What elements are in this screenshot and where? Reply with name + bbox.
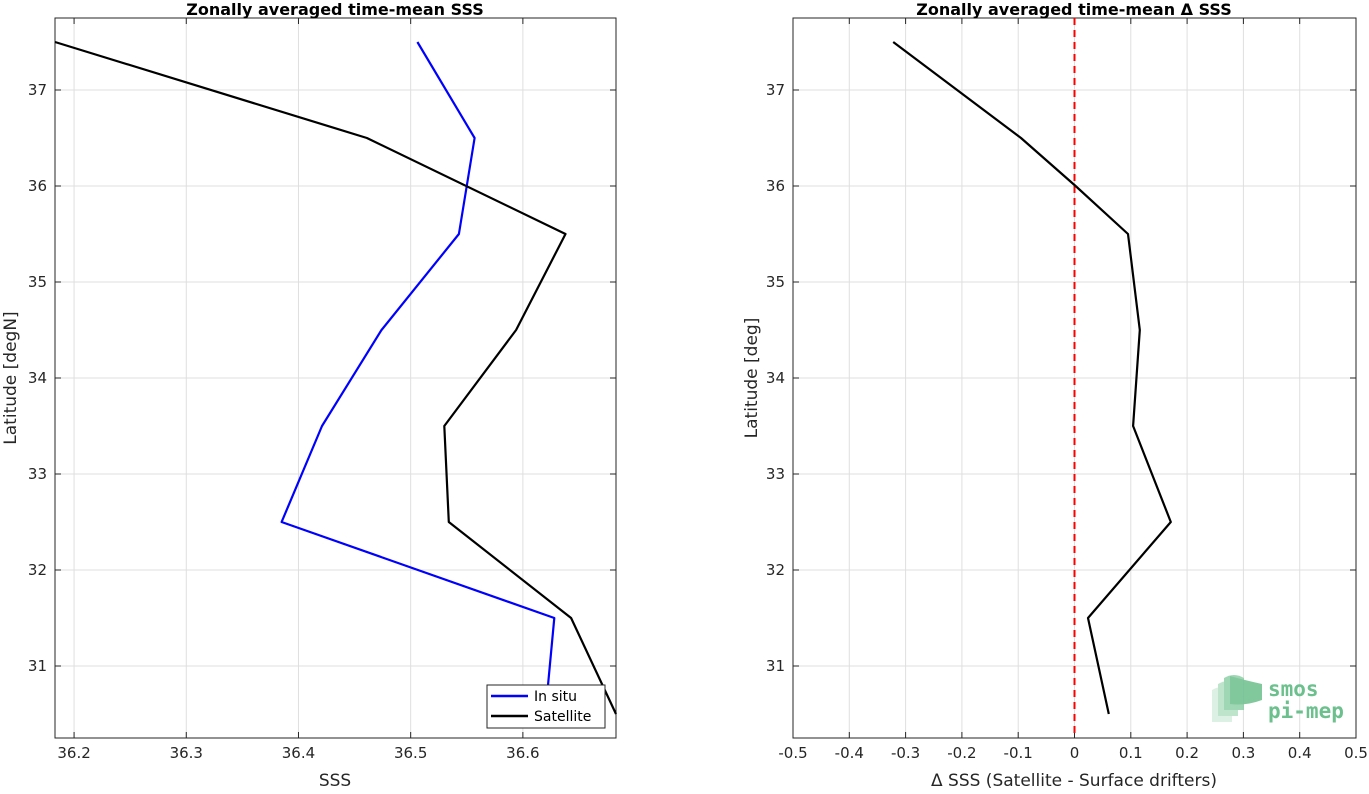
x-tick-label: 0.3 bbox=[1231, 744, 1255, 762]
x-tick-label: 36.4 bbox=[282, 744, 315, 762]
ticks-layer: -0.5 -0.4 -0.3 -0.2 -0.1 0 0.1 0.2 0.3 0.4 0.5 31 32… bbox=[766, 18, 1368, 762]
x-tick-label: 0.1 bbox=[1119, 744, 1143, 762]
x-tick-label: 36.3 bbox=[170, 744, 203, 762]
x-tick-label: -0.4 bbox=[835, 744, 864, 762]
y-tick-label: 37 bbox=[28, 81, 47, 99]
x-axis-label: Δ SSS (Satellite - Surface drifters) bbox=[931, 771, 1217, 790]
legend-box bbox=[486, 684, 606, 729]
series-layer bbox=[54, 40, 617, 715]
sss-panel: 36.2 36.3 36.4 36.5 36.6 31 32 33 34 35 36 37 Zonal… bbox=[1, 0, 617, 791]
y-tick-label: 31 bbox=[28, 657, 47, 675]
y-tick-label: 35 bbox=[766, 273, 785, 291]
legend: In situ Satellite bbox=[486, 684, 606, 729]
y-tick-label: 36 bbox=[766, 177, 785, 195]
layered-waves-icon bbox=[1212, 675, 1262, 722]
y-tick-label: 34 bbox=[766, 369, 785, 387]
x-axis-label: SSS bbox=[319, 771, 351, 790]
x-tick-label: 0.2 bbox=[1175, 744, 1199, 762]
y-tick-label: 36 bbox=[28, 177, 47, 195]
series-line-satellite bbox=[54, 40, 617, 715]
y-tick-label: 32 bbox=[28, 561, 47, 579]
x-tick-label: 36.6 bbox=[506, 744, 539, 762]
x-tick-label: -0.2 bbox=[947, 744, 976, 762]
smos-pi-mep-logo: smos pi-mep bbox=[1212, 675, 1344, 723]
grid-layer bbox=[55, 18, 616, 738]
chart-title: Zonally averaged time-mean Δ SSS bbox=[916, 0, 1232, 19]
y-axis-label: Latitude [deg] bbox=[742, 318, 762, 439]
x-tick-label: -0.5 bbox=[778, 744, 807, 762]
x-tick-label: 36.2 bbox=[57, 744, 90, 762]
y-axis-label: Latitude [degN] bbox=[1, 311, 21, 444]
x-tick-label: -0.1 bbox=[1004, 744, 1033, 762]
ticks-layer: 36.2 36.3 36.4 36.5 36.6 31 32 33 34 35 36 37 bbox=[28, 18, 616, 762]
y-tick-label: 34 bbox=[28, 369, 47, 387]
y-tick-label: 33 bbox=[766, 465, 785, 483]
y-tick-label: 31 bbox=[766, 657, 785, 675]
x-tick-label: 36.5 bbox=[394, 744, 427, 762]
legend-label-in-situ: In situ bbox=[534, 689, 577, 705]
x-tick-label: 0.5 bbox=[1344, 744, 1368, 762]
x-tick-label: 0.4 bbox=[1288, 744, 1312, 762]
series-layer bbox=[892, 41, 1172, 715]
y-tick-label: 32 bbox=[766, 561, 785, 579]
y-tick-label: 33 bbox=[28, 465, 47, 483]
logo-line1: smos bbox=[1268, 677, 1319, 701]
legend-label-satellite: Satellite bbox=[534, 709, 591, 725]
series-line-delta bbox=[892, 41, 1172, 715]
logo-line2: pi-mep bbox=[1268, 699, 1344, 723]
y-tick-label: 37 bbox=[766, 81, 785, 99]
chart-title: Zonally averaged time-mean SSS bbox=[186, 0, 484, 19]
x-tick-label: 0 bbox=[1070, 744, 1080, 762]
y-tick-label: 35 bbox=[28, 273, 47, 291]
x-tick-label: -0.3 bbox=[891, 744, 920, 762]
series-line-in-situ bbox=[280, 41, 556, 715]
delta-sss-panel: -0.5 -0.4 -0.3 -0.2 -0.1 0 0.1 0.2 0.3 0.4 0.5 31 32… bbox=[742, 0, 1368, 791]
